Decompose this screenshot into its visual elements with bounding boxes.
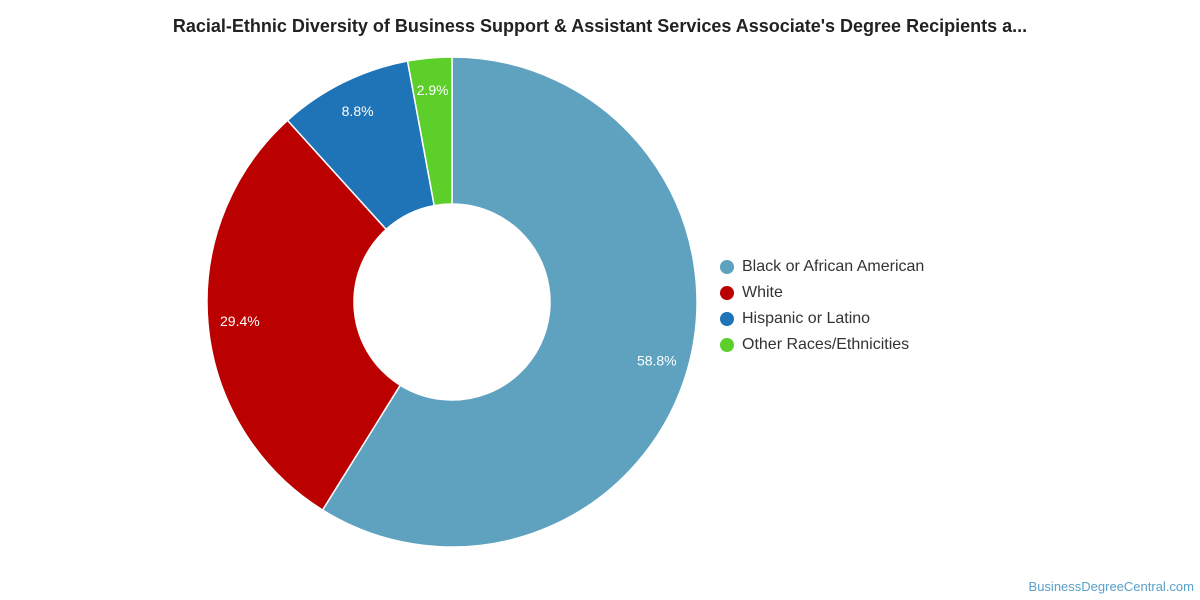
legend-label: Black or African American — [742, 258, 925, 275]
legend-swatch — [720, 286, 734, 300]
legend: Black or African American White Hispanic o… — [720, 254, 924, 358]
legend-item[interactable]: White — [720, 280, 924, 306]
slice-white[interactable] — [206, 119, 402, 512]
legend-swatch — [720, 312, 734, 326]
slice-black-or-african-american[interactable] — [321, 56, 698, 548]
legend-swatch — [720, 338, 734, 352]
slice-label: 29.4% — [220, 313, 260, 329]
legend-label: Hispanic or Latino — [742, 310, 871, 327]
chart-title: Racial-Ethnic Diversity of Business Supp… — [172, 16, 1028, 36]
legend-label: Other Races/Ethnicities — [742, 336, 910, 353]
legend-item[interactable]: Other Races/Ethnicities — [720, 332, 924, 358]
slice-label: 58.8% — [637, 353, 677, 369]
slice-label: 2.9% — [417, 82, 449, 98]
legend-item[interactable]: Hispanic or Latino — [720, 306, 924, 332]
legend-swatch — [720, 260, 734, 274]
slice-other-races-ethnicities[interactable] — [406, 56, 453, 207]
legend-label: White — [742, 284, 783, 301]
source-credit[interactable]: BusinessDegreeCentral.com — [1028, 579, 1194, 594]
slice-label: 8.8% — [342, 103, 374, 119]
legend-item[interactable]: Black or African American — [720, 254, 924, 280]
